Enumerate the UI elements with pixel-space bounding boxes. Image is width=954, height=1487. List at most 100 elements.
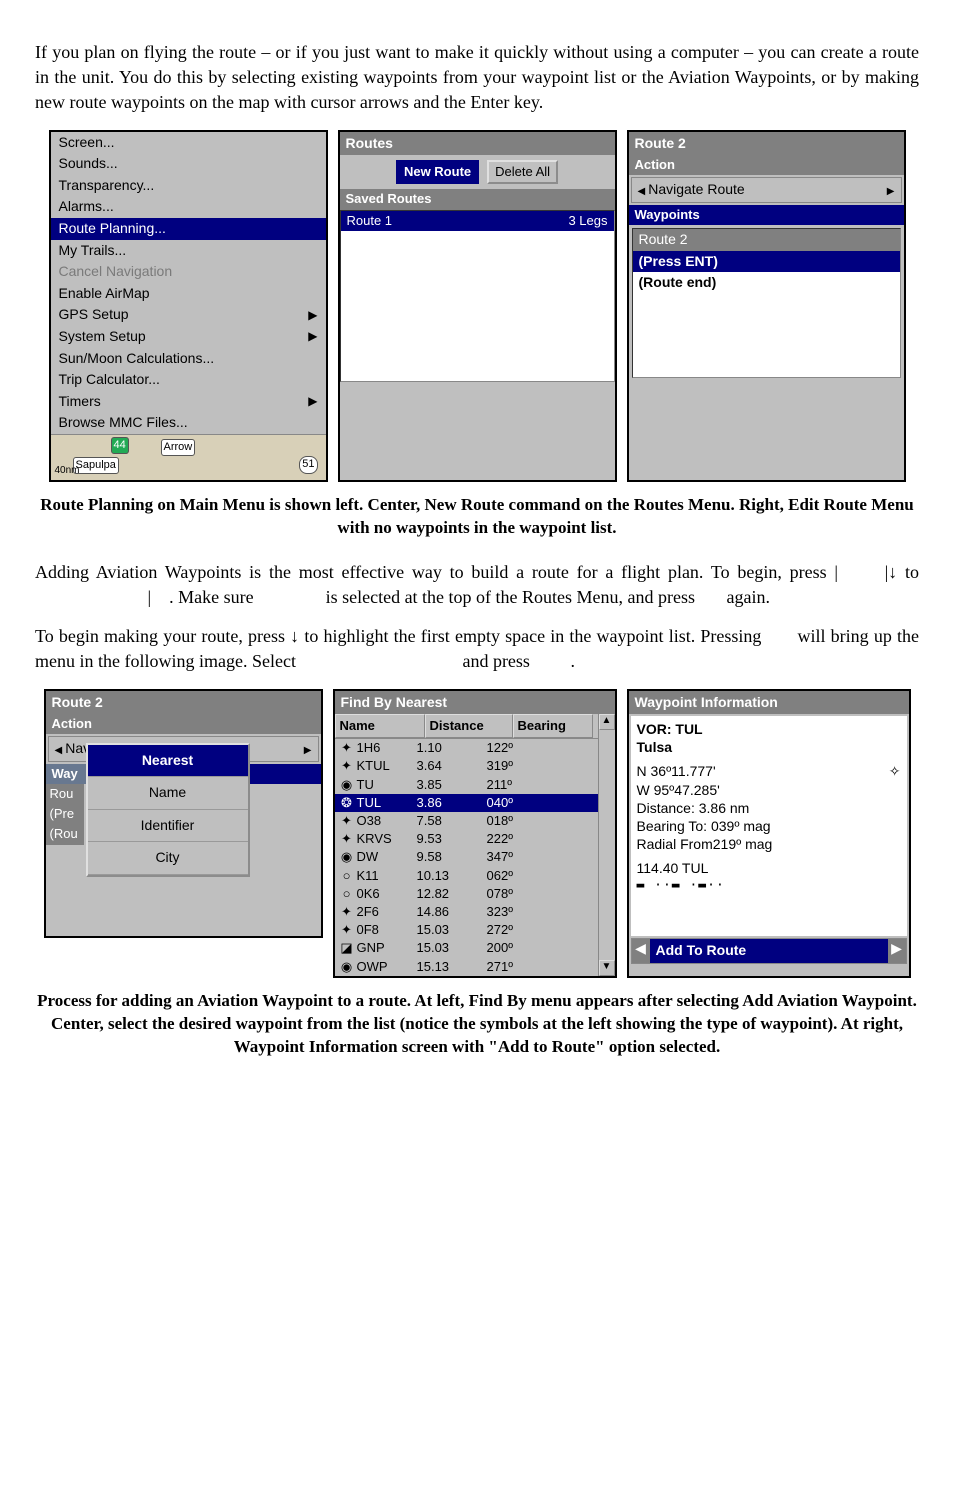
- wp-type-icon: ◪: [337, 939, 357, 957]
- wp-bearing: 211º: [487, 776, 547, 794]
- paragraph-3: To begin making your route, press ↓ to h…: [35, 624, 919, 674]
- wpinfo-freq: 114.40 TUL: [637, 859, 901, 877]
- wp-type-icon: ✦: [337, 921, 357, 939]
- p3-d: .: [570, 651, 575, 671]
- p2-a: Adding Aviation Waypoints is the most ef…: [35, 562, 834, 582]
- menu-item[interactable]: Sun/Moon Calculations...: [51, 348, 326, 370]
- wp-type-icon: ◉: [337, 848, 357, 866]
- wp-bearing: 271º: [487, 958, 547, 976]
- menu-item[interactable]: Screen...: [51, 132, 326, 154]
- col-distance: Distance: [425, 714, 513, 738]
- route2b-title: Route 2: [46, 691, 321, 715]
- menu-item[interactable]: Alarms...: [51, 196, 326, 218]
- wp-type-icon: ✦: [337, 757, 357, 775]
- popup-item[interactable]: Name: [88, 777, 248, 810]
- intro-paragraph: If you plan on flying the route – or if …: [35, 40, 919, 116]
- menu-item[interactable]: Route Planning...: [51, 218, 326, 240]
- p3-c: and press: [462, 651, 534, 671]
- wp-bearing: 323º: [487, 903, 547, 921]
- table-body: ✦1H61.10122º✦KTUL3.64319º◉TU3.85211º❂TUL…: [335, 739, 598, 975]
- menu-item[interactable]: My Trails...: [51, 240, 326, 262]
- table-row[interactable]: ◉TU3.85211º: [335, 776, 598, 794]
- navigate-route-label: Navigate Route: [648, 181, 745, 197]
- menu-item[interactable]: Enable AirMap: [51, 283, 326, 305]
- table-row[interactable]: ✦0F815.03272º: [335, 921, 598, 939]
- scroll-up-icon[interactable]: ▲: [599, 714, 615, 730]
- table-row[interactable]: ○0K612.82078º: [335, 885, 598, 903]
- table-row[interactable]: ○K1110.13062º: [335, 867, 598, 885]
- wp-bearing: 272º: [487, 921, 547, 939]
- menu-item[interactable]: Trip Calculator...: [51, 369, 326, 391]
- wp-bearing: 040º: [487, 794, 547, 812]
- table-row[interactable]: ◉OWP15.13271º: [335, 958, 598, 976]
- left-tri-icon: [55, 740, 66, 756]
- wpinfo-morse: ▬ ··▬ ·▬··: [637, 878, 901, 895]
- delete-all-button[interactable]: Delete All: [487, 160, 558, 184]
- table-row[interactable]: ◪GNP15.03200º: [335, 939, 598, 957]
- wp-bearing: 018º: [487, 812, 547, 830]
- wp-name: DW: [357, 848, 417, 866]
- table-row[interactable]: ❂TUL3.86040º: [335, 794, 598, 812]
- menu-item[interactable]: GPS Setup▶: [51, 304, 326, 326]
- right-arrow-icon: ▶: [888, 939, 906, 963]
- wp-type-icon: ✦: [337, 830, 357, 848]
- waypoint-info-window: Waypoint Information VOR: TUL Tulsa N 36…: [627, 689, 911, 978]
- menu-item[interactable]: Browse MMC Files...: [51, 412, 326, 434]
- wp-type-icon: ✦: [337, 903, 357, 921]
- rouend-stub: (Rou: [46, 824, 84, 844]
- p2-g: is selected at the top of the Routes Men…: [326, 587, 700, 607]
- route-row[interactable]: Route 1 3 Legs: [341, 211, 614, 231]
- table-row[interactable]: ✦1H61.10122º: [335, 739, 598, 757]
- scrollbar[interactable]: ▲ ▼: [598, 714, 615, 976]
- table-row[interactable]: ✦2F614.86323º: [335, 903, 598, 921]
- wp-dist: 3.86: [417, 794, 487, 812]
- menu-item[interactable]: System Setup▶: [51, 326, 326, 348]
- popup-item[interactable]: City: [88, 842, 248, 875]
- table-row[interactable]: ✦KRVS9.53222º: [335, 830, 598, 848]
- p2-arrow: ↓: [888, 562, 897, 582]
- routes-buttons: New Route Delete All: [340, 155, 615, 189]
- figure-row-2: Route 2 Action Navigate Route Way Find B…: [35, 689, 919, 978]
- wp-name: 0K6: [357, 885, 417, 903]
- right-triangle-icon: [884, 180, 895, 200]
- wpinfo-title: Waypoint Information: [629, 691, 909, 715]
- wp-type-icon: ◉: [337, 776, 357, 794]
- compass-icon: ✧: [889, 762, 901, 780]
- table-row[interactable]: ◉DW9.58347º: [335, 848, 598, 866]
- table-row[interactable]: ✦KTUL3.64319º: [335, 757, 598, 775]
- wp-dist: 15.03: [417, 939, 487, 957]
- wp-type-icon: ✦: [337, 739, 357, 757]
- paragraph-2: Adding Aviation Waypoints is the most ef…: [35, 560, 919, 610]
- new-route-button[interactable]: New Route: [396, 160, 479, 184]
- menu-item[interactable]: Cancel Navigation: [51, 261, 326, 283]
- waypoints-header: Waypoints: [629, 205, 904, 225]
- wp-dist: 9.58: [417, 848, 487, 866]
- route-name: Route 1: [347, 212, 569, 230]
- wp-name: 2F6: [357, 903, 417, 921]
- wp-name: TU: [357, 776, 417, 794]
- route2-findby-window: Route 2 Action Navigate Route Way Find B…: [44, 689, 323, 938]
- menu-item[interactable]: Sounds...: [51, 153, 326, 175]
- wp-type-icon: ◉: [337, 958, 357, 976]
- popup-item[interactable]: Identifier: [88, 810, 248, 843]
- menu-item[interactable]: Timers▶: [51, 391, 326, 413]
- wp-name: 1H6: [357, 739, 417, 757]
- wp-dist: 15.13: [417, 958, 487, 976]
- menu-item[interactable]: Transparency...: [51, 175, 326, 197]
- nearest-table: Name Distance Bearing ✦1H61.10122º✦KTUL3…: [335, 714, 615, 976]
- p2-sep1: |: [834, 562, 838, 582]
- press-ent-row[interactable]: (Press ENT): [633, 251, 900, 273]
- table-row[interactable]: ✦O387.58018º: [335, 812, 598, 830]
- navigate-route-row[interactable]: Navigate Route: [631, 177, 902, 203]
- p2-f: . Make sure: [169, 587, 258, 607]
- p3-a: To begin making your route, press ↓ to h…: [35, 626, 767, 646]
- add-to-route-row[interactable]: ◀ Add To Route ▶: [631, 938, 907, 964]
- map-scale-40: 40nm: [55, 464, 80, 478]
- saved-routes-header: Saved Routes: [340, 189, 615, 209]
- wpinfo-radial: Radial From219º mag: [637, 835, 901, 853]
- scroll-down-icon[interactable]: ▼: [599, 960, 615, 976]
- waypoint-list-box: Route 2 (Press ENT) (Route end): [632, 228, 901, 378]
- table-header: Name Distance Bearing: [335, 714, 598, 739]
- wpinfo-bearing: Bearing To: 039º mag: [637, 817, 901, 835]
- popup-item[interactable]: Nearest: [88, 745, 248, 778]
